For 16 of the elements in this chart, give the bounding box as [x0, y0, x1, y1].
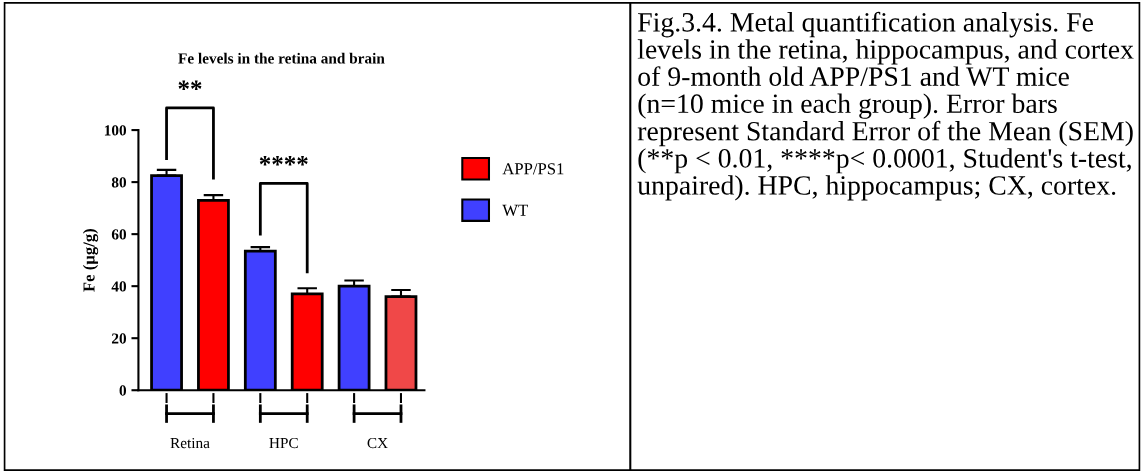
- x-tick-label: HPC: [269, 437, 298, 449]
- y-tick-label: 100: [104, 125, 127, 136]
- legend-label: APP/PS1: [502, 163, 564, 175]
- x-tick-label: Retina: [170, 437, 210, 449]
- annotation: ****: [259, 156, 308, 166]
- y-tick-label: 20: [111, 333, 127, 344]
- y-tick-label: 40: [111, 281, 127, 292]
- caption: Fig.3.4. Metal quantification analysis. Fe levels in the retina, hippocampus, and cortex of 9-month old APP/PS1 and WT mice (n=10 mice in each group). Error bars represent Standard Error of the Mean (SEM) (**p < 0.01, ****p< 0.0001, Student's t-test, unpaired). HPC, hippocampus; CX, cortex.: [637, 11, 1134, 201]
- legend-label: WT: [502, 204, 528, 216]
- y-axis-title: Fe (µg/g): [82, 229, 99, 292]
- x-tick-label: CX: [367, 437, 388, 449]
- chart-title: Fe levels in the retina and brain: [178, 52, 385, 64]
- text: **: [178, 80, 202, 90]
- y-tick-label: 60: [111, 229, 127, 240]
- y-tick-label: 0: [119, 385, 127, 396]
- y-tick-label: 80: [111, 177, 127, 188]
